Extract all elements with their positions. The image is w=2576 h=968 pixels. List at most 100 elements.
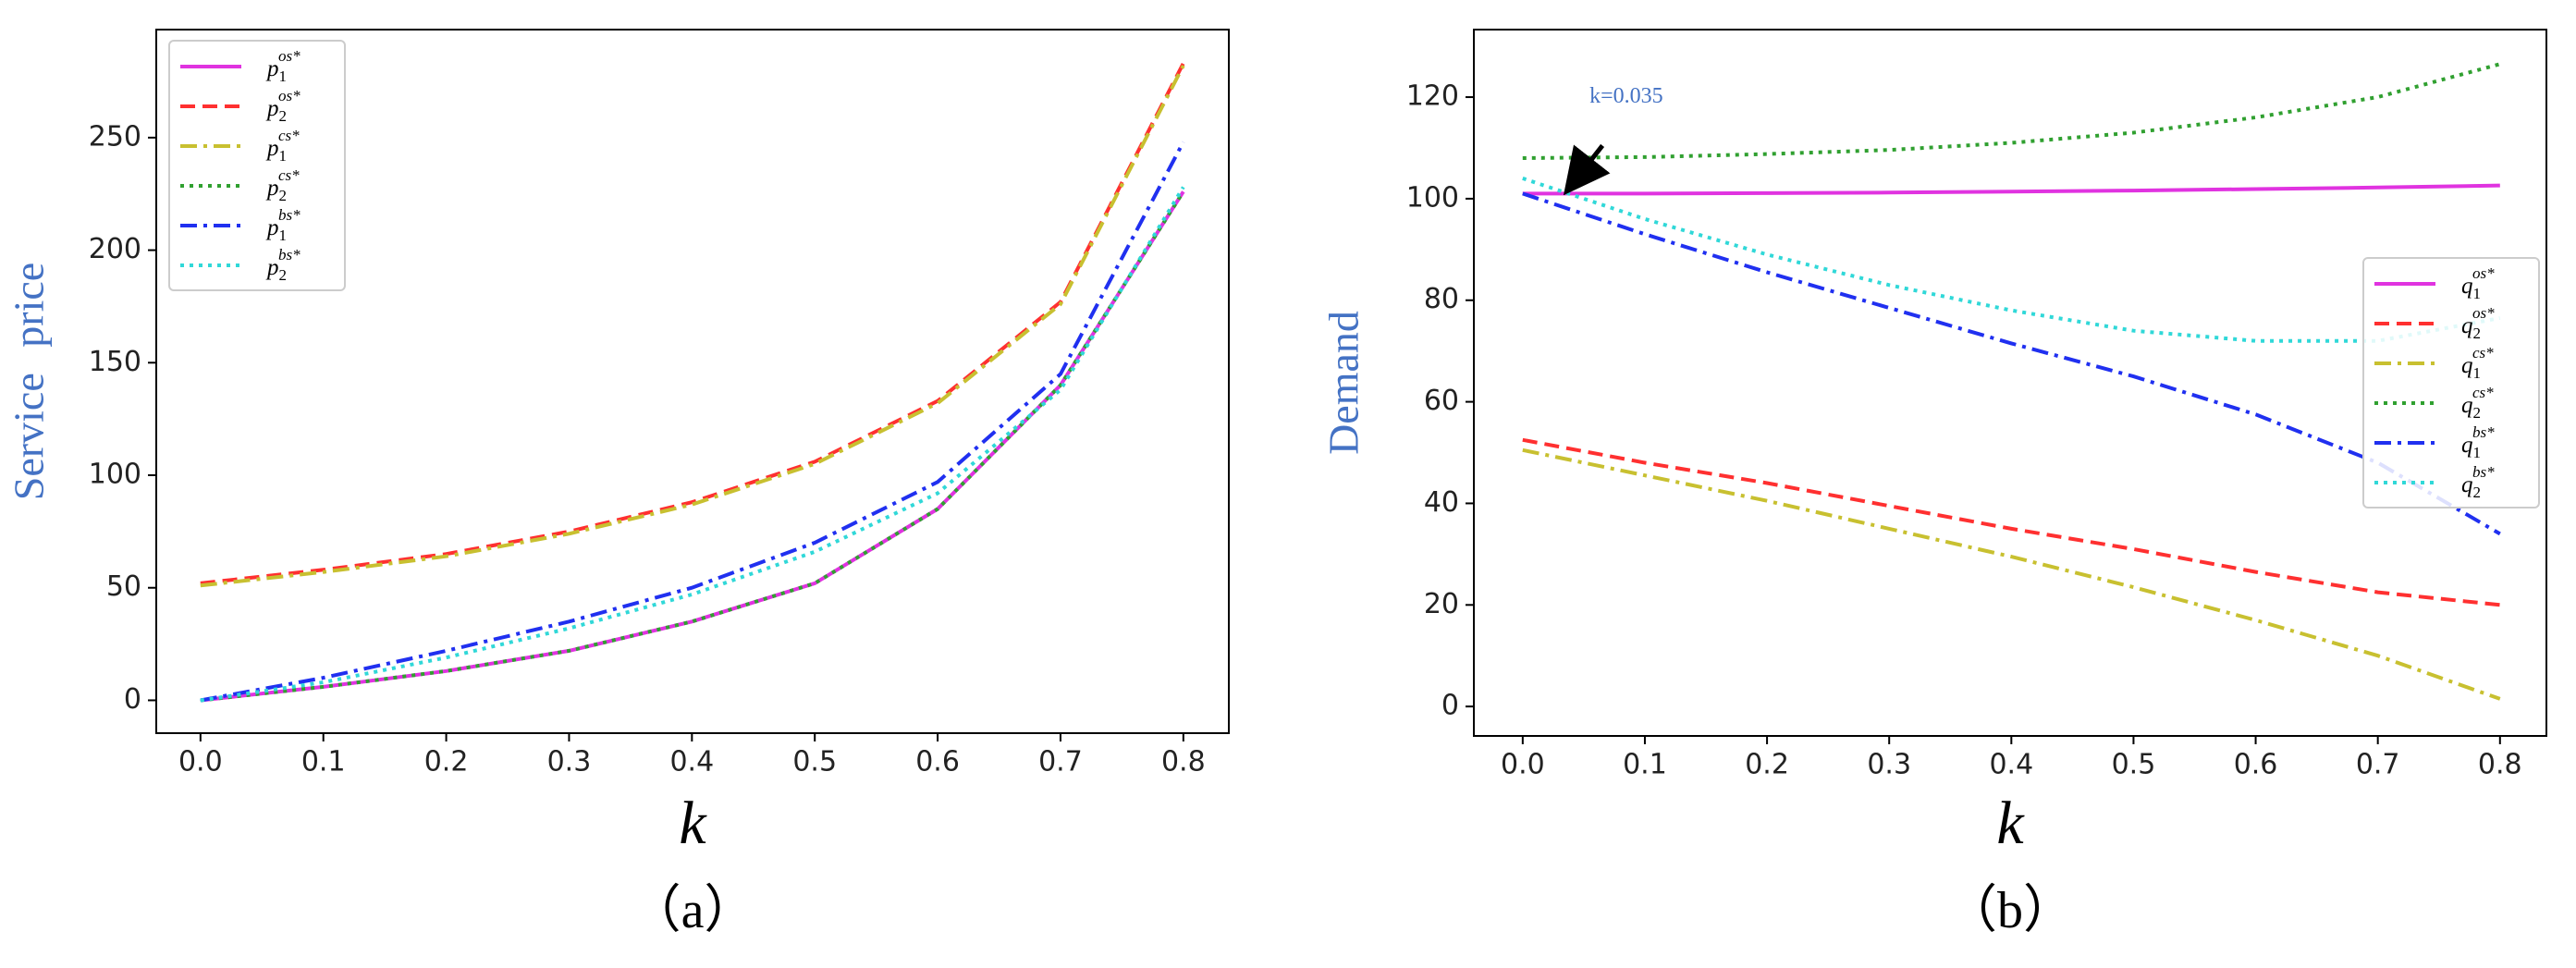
y-tick-label: 200 [89, 233, 141, 265]
legend-label: q2 bs* [2461, 463, 2495, 501]
y-tick-label: 120 [1406, 80, 1459, 113]
legend-sup: cs* [278, 166, 300, 184]
x-tick-label: 0.2 [424, 746, 469, 778]
x-tick-label: 0.4 [669, 746, 714, 778]
legend-base: q [2461, 353, 2473, 378]
line [1522, 191, 2501, 536]
legend-base: q [2461, 433, 2473, 458]
x-tick-label: 0.4 [1989, 749, 2033, 781]
legend-sup: os* [2472, 304, 2495, 322]
y-tick-label: 100 [1406, 181, 1459, 214]
legend-sub: 2 [279, 107, 288, 125]
legend-sup: os* [2472, 264, 2495, 282]
line [200, 190, 1185, 703]
x-tick-label: 0.0 [178, 746, 223, 778]
legend-label: p2 cs* [265, 166, 300, 204]
y-tick-label: 80 [1424, 283, 1459, 315]
x-tick-label: 0.5 [792, 746, 837, 778]
legend-base: q [2461, 274, 2473, 299]
legend-sup: bs* [278, 246, 301, 263]
x-tick-label: 0.6 [2234, 749, 2278, 781]
legend-sup: cs* [2472, 384, 2494, 401]
line [1522, 62, 2501, 160]
legend-sub: 1 [279, 227, 288, 244]
x-tick-label: 0.7 [2356, 749, 2400, 781]
annotation-arrow [1563, 143, 1611, 196]
legend-label: q1 bs* [2461, 423, 2495, 461]
y-tick-label: 100 [89, 459, 141, 491]
legend-sup: cs* [278, 127, 300, 144]
legend: p1os*p2os*p1cs*p2cs*p1bs*p2bs* [168, 40, 346, 291]
caption: （b） [1945, 882, 2075, 939]
line [1522, 177, 2501, 343]
legend-label: p1 bs* [265, 206, 301, 244]
legend-base: p [265, 176, 279, 201]
legend-label: p2 os* [265, 87, 301, 125]
legend-sub: 2 [2473, 325, 2482, 342]
legend-label: q1 os* [2461, 264, 2495, 302]
x-tick-label: 0.0 [1501, 749, 1545, 781]
x-tick-label: 0.6 [915, 746, 960, 778]
caption: （a） [630, 882, 756, 939]
y-tick-label: 20 [1424, 588, 1459, 620]
x-axis-label: k [679, 790, 707, 857]
x-tick-label: 0.1 [1623, 749, 1667, 781]
legend-sub: 1 [2473, 444, 2482, 461]
legend: q1os*q2os*q1cs*q2cs*q1bs*q2bs* [2362, 257, 2540, 509]
x-tick-label: 0.5 [2112, 749, 2156, 781]
line [200, 141, 1185, 703]
y-axis-label: Demand [1320, 311, 1368, 455]
x-axis-label: k [1996, 790, 2025, 857]
x-tick-label: 0.3 [1867, 749, 1911, 781]
y-tick-label: 0 [1441, 690, 1459, 722]
y-tick-label: 40 [1424, 486, 1459, 519]
y-tick-label: 60 [1424, 385, 1459, 417]
x-tick-label: 0.8 [2478, 749, 2522, 781]
legend-base: p [265, 136, 279, 161]
legend-sub: 2 [279, 187, 288, 204]
legend-base: q [2461, 393, 2473, 418]
line [1522, 437, 2501, 607]
legend-base: p [265, 96, 279, 121]
legend-sub: 1 [2473, 285, 2482, 302]
legend-sub: 2 [2473, 484, 2482, 501]
legend-box [168, 40, 346, 291]
legend-sup: os* [278, 47, 301, 65]
legend-label: p1 cs* [265, 127, 300, 165]
legend-label: p1 os* [265, 47, 301, 85]
x-tick-label: 0.8 [1161, 746, 1206, 778]
legend-base: p [265, 255, 279, 280]
legend-sup: cs* [2472, 344, 2494, 361]
legend-base: p [265, 215, 279, 240]
line [200, 65, 1185, 588]
legend-label: q2 os* [2461, 304, 2495, 342]
legend-label: p2 bs* [265, 246, 301, 284]
legend-box [2362, 257, 2540, 509]
legend-sub: 1 [2473, 364, 2482, 382]
legend-sup: os* [278, 87, 301, 104]
legend-sup: bs* [2472, 463, 2495, 481]
x-tick-label: 0.1 [301, 746, 346, 778]
legend-label: q1 cs* [2461, 344, 2494, 382]
x-tick-label: 0.2 [1745, 749, 1789, 781]
plot-frame [1473, 29, 2547, 737]
annotation: k=0.035 [1589, 84, 1663, 108]
legend-sub: 1 [279, 67, 288, 85]
y-tick-label: 250 [89, 120, 141, 153]
line [1522, 447, 2501, 701]
legend-base: p [265, 56, 279, 81]
legend-label: q2 cs* [2461, 384, 2494, 422]
legend-sub: 2 [279, 266, 288, 284]
legend-sup: bs* [2472, 423, 2495, 441]
line [200, 190, 1185, 703]
x-tick-label: 0.7 [1038, 746, 1083, 778]
y-tick-label: 0 [124, 683, 141, 716]
y-tick-label: 150 [89, 346, 141, 378]
legend-sub: 1 [279, 147, 288, 165]
legend-base: q [2461, 472, 2473, 497]
y-tick-label: 50 [106, 570, 141, 603]
legend-base: q [2461, 313, 2473, 338]
line [1522, 183, 2500, 196]
legend-sub: 2 [2473, 404, 2482, 422]
